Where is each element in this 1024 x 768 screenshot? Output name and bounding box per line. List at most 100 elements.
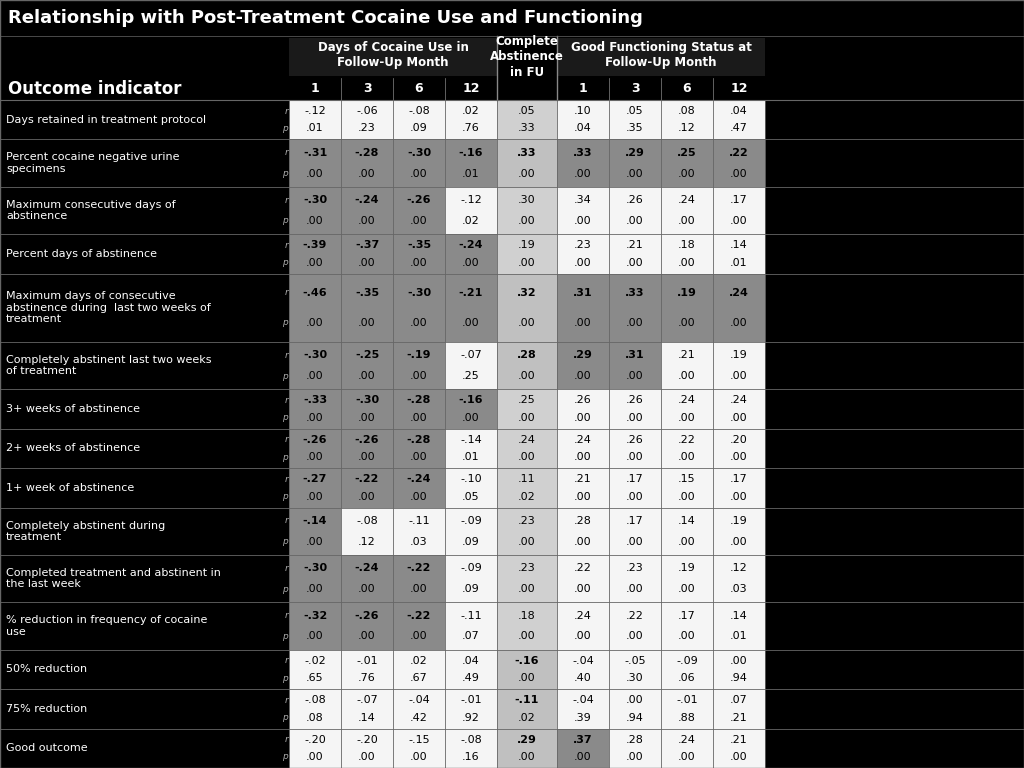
- Bar: [289, 389, 341, 429]
- Bar: [445, 602, 497, 650]
- Bar: [393, 100, 445, 140]
- Bar: [0, 650, 289, 689]
- Text: .24: .24: [678, 195, 696, 205]
- Text: .21: .21: [678, 350, 696, 360]
- Text: r: r: [285, 196, 288, 204]
- Text: .00: .00: [627, 318, 644, 328]
- Bar: [609, 100, 662, 140]
- Bar: [393, 555, 445, 602]
- Text: .40: .40: [574, 673, 592, 683]
- Bar: [713, 468, 765, 508]
- Text: .25: .25: [462, 371, 480, 381]
- Text: r: r: [285, 475, 288, 484]
- Text: .17: .17: [626, 516, 644, 526]
- Text: -.30: -.30: [355, 396, 379, 406]
- Text: .00: .00: [411, 752, 428, 762]
- Text: -.35: -.35: [355, 288, 379, 298]
- Text: -.04: -.04: [409, 695, 430, 705]
- Text: -.26: -.26: [303, 435, 328, 445]
- Bar: [713, 187, 765, 234]
- Text: .05: .05: [627, 106, 644, 116]
- Text: .09: .09: [462, 537, 480, 547]
- Bar: [497, 729, 557, 768]
- Text: .19: .19: [677, 288, 697, 298]
- Bar: [445, 389, 497, 429]
- Text: -.07: -.07: [356, 695, 378, 705]
- Bar: [445, 468, 497, 508]
- Text: r: r: [285, 696, 288, 705]
- Text: -.16: -.16: [459, 147, 483, 157]
- Bar: [557, 602, 609, 650]
- Bar: [0, 187, 289, 234]
- Text: .23: .23: [626, 563, 644, 573]
- Text: Completely abstinent during
treatment: Completely abstinent during treatment: [6, 521, 165, 542]
- Text: -.11: -.11: [515, 695, 540, 705]
- Text: -.37: -.37: [355, 240, 379, 250]
- Text: .00: .00: [306, 752, 324, 762]
- Text: .00: .00: [358, 216, 376, 226]
- Text: .01: .01: [730, 257, 748, 267]
- Bar: [341, 342, 393, 389]
- Text: .00: .00: [678, 492, 696, 502]
- Text: .00: .00: [627, 584, 644, 594]
- Bar: [497, 140, 557, 187]
- Text: -.01: -.01: [460, 695, 482, 705]
- Text: .88: .88: [678, 713, 696, 723]
- Text: -.19: -.19: [407, 350, 431, 360]
- Bar: [341, 187, 393, 234]
- Bar: [289, 729, 341, 768]
- Text: .28: .28: [517, 350, 537, 360]
- Text: Maximum consecutive days of
abstinence: Maximum consecutive days of abstinence: [6, 200, 176, 221]
- Text: -.12: -.12: [460, 195, 482, 205]
- Text: .00: .00: [678, 412, 696, 422]
- Text: -.11: -.11: [409, 516, 430, 526]
- Text: .00: .00: [518, 216, 536, 226]
- Text: .04: .04: [462, 656, 480, 666]
- Text: .00: .00: [518, 318, 536, 328]
- Bar: [713, 602, 765, 650]
- Text: .26: .26: [626, 195, 644, 205]
- Text: -.07: -.07: [460, 350, 482, 360]
- Text: .25: .25: [518, 396, 536, 406]
- Text: .00: .00: [411, 492, 428, 502]
- Text: .01: .01: [730, 631, 748, 641]
- Text: -.08: -.08: [409, 106, 430, 116]
- Text: .00: .00: [306, 584, 324, 594]
- Bar: [497, 187, 557, 234]
- Text: .00: .00: [358, 752, 376, 762]
- Text: .00: .00: [678, 318, 696, 328]
- Bar: [609, 508, 662, 555]
- Text: .00: .00: [574, 257, 592, 267]
- Text: 3+ weeks of abstinence: 3+ weeks of abstinence: [6, 404, 140, 414]
- Text: .00: .00: [518, 537, 536, 547]
- Bar: [557, 429, 609, 468]
- Text: Percent days of abstinence: Percent days of abstinence: [6, 249, 157, 259]
- Text: .00: .00: [358, 452, 376, 462]
- Bar: [557, 140, 609, 187]
- Bar: [662, 389, 713, 429]
- Text: .00: .00: [462, 412, 480, 422]
- Bar: [341, 234, 393, 273]
- Bar: [713, 342, 765, 389]
- Text: -.32: -.32: [303, 611, 327, 621]
- Text: .24: .24: [574, 435, 592, 445]
- Text: .00: .00: [518, 452, 536, 462]
- Text: .00: .00: [574, 492, 592, 502]
- Bar: [497, 555, 557, 602]
- Bar: [662, 234, 713, 273]
- Bar: [609, 729, 662, 768]
- Text: .01: .01: [462, 452, 480, 462]
- Bar: [341, 100, 393, 140]
- Bar: [557, 389, 609, 429]
- Text: .24: .24: [729, 288, 749, 298]
- Text: .24: .24: [574, 611, 592, 621]
- Bar: [341, 508, 393, 555]
- Bar: [341, 389, 393, 429]
- Text: -.09: -.09: [460, 516, 482, 526]
- Bar: [0, 342, 289, 389]
- Text: .92: .92: [462, 713, 480, 723]
- Bar: [0, 602, 289, 650]
- Text: .12: .12: [678, 124, 696, 134]
- Text: -.24: -.24: [354, 563, 379, 573]
- Text: .15: .15: [678, 474, 696, 485]
